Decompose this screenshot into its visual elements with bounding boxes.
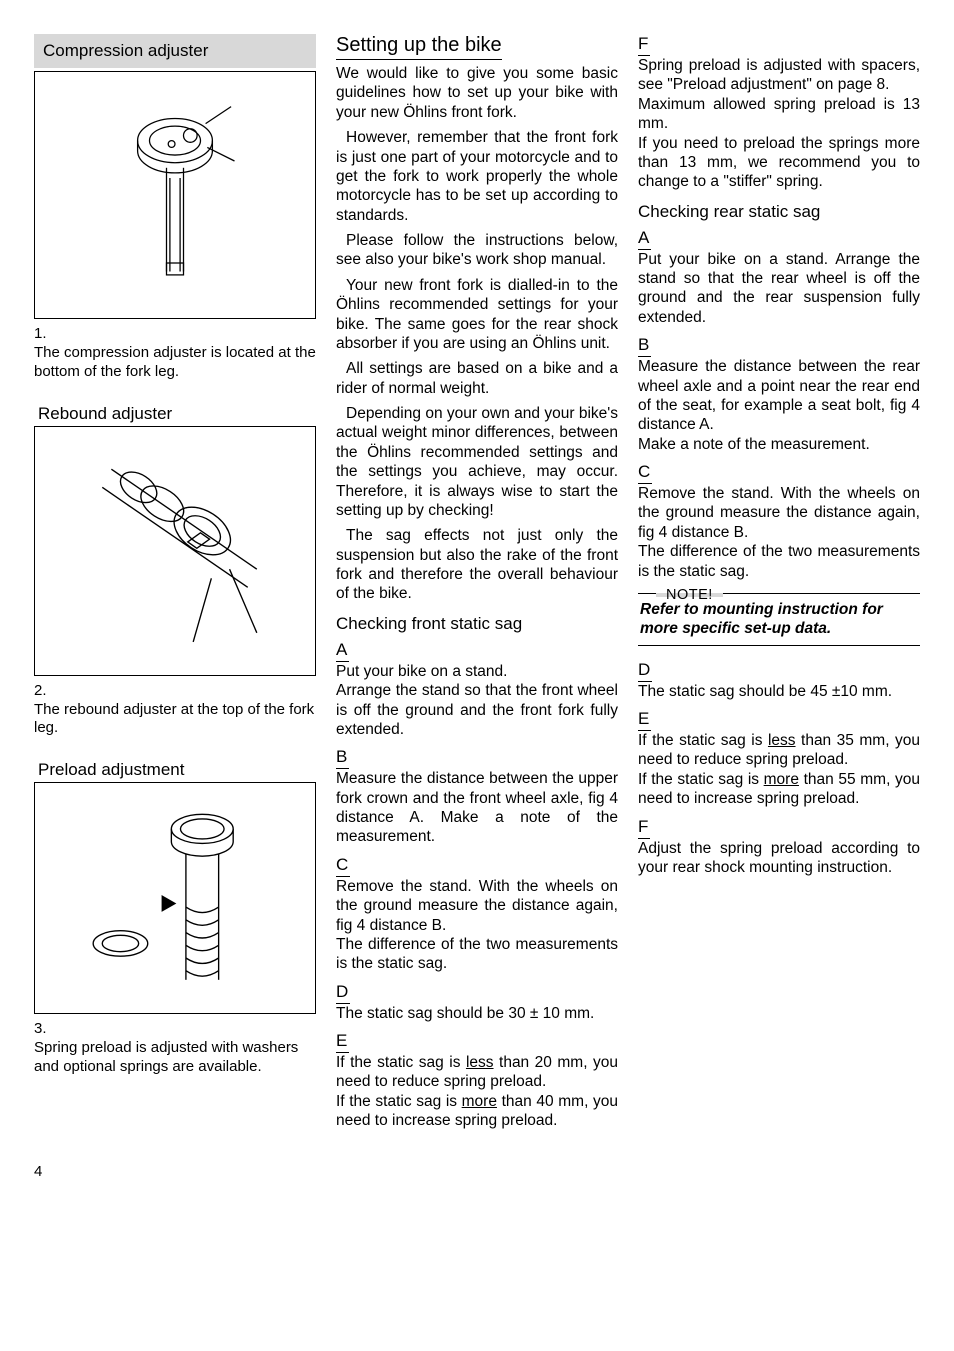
mid-p7-text: The sag effects not just only the suspen… [336, 527, 618, 602]
mid-p3: Please follow the instructions below, se… [336, 231, 618, 270]
rear-c-text2: The difference of the two measurements i… [638, 542, 920, 581]
rear-step-f: F [638, 817, 650, 839]
front-e-1a: If the static sag is [336, 1054, 466, 1071]
note-label: NOTE! [656, 593, 723, 597]
front-a-text1: Put your bike on a stand. [336, 662, 618, 681]
fig2-title: Rebound adjuster [34, 400, 316, 426]
rear-step-c: C [638, 462, 652, 484]
rear-f-text: Adjust the spring preload according to y… [638, 839, 920, 878]
front-step-e: E [336, 1031, 349, 1053]
compression-adjuster-icon [90, 75, 260, 315]
rear-e-2b: more [764, 771, 799, 788]
page-number: 4 [34, 1163, 920, 1180]
rear-d-text: The static sag should be 45 ±10 mm. [638, 682, 920, 701]
rear-step-d: D [638, 660, 652, 682]
rear-step-a: A [638, 228, 651, 250]
front-d-text: The static sag should be 30 ± 10 mm. [336, 1004, 618, 1023]
front-e-2a: If the static sag is [336, 1093, 462, 1110]
rear-a-text: Put your bike on a stand. Arrange the st… [638, 250, 920, 328]
fig3-illustration [34, 782, 316, 1014]
fig3-num: 3. [34, 1020, 316, 1037]
mid-p5: All settings are based on a bike and a r… [336, 359, 618, 398]
front-step-d: D [336, 982, 350, 1004]
mid-p7: The sag effects not just only the suspen… [336, 526, 618, 604]
mid-p5-text: All settings are based on a bike and a r… [336, 360, 618, 396]
mid-p4-text: Your new front fork is dialled-in to the… [336, 277, 618, 352]
rear-step-e: E [638, 709, 651, 731]
front-step-b: B [336, 747, 349, 769]
page: Compression adjuster 1. The c [34, 34, 920, 1137]
right-column: F Spring preload is adjusted with spacer… [638, 34, 920, 1137]
front-f-text3: If you need to preload the springs more … [638, 134, 920, 192]
rear-step-b: B [638, 335, 651, 357]
fig2-num: 2. [34, 682, 316, 699]
front-f-text2: Maximum allowed spring preload is 13 mm. [638, 95, 920, 134]
front-b-text: Measure the distance between the upper f… [336, 769, 618, 847]
rebound-adjuster-icon [75, 431, 275, 671]
mid-p6-text: Depending on your own and your bike's ac… [336, 405, 618, 519]
front-step-a: A [336, 640, 349, 662]
front-e-text1: If the static sag is less than 20 mm, yo… [336, 1053, 618, 1092]
mid-p2-text: However, remember that the front fork is… [336, 129, 618, 224]
front-e-2b: more [462, 1093, 497, 1110]
preload-adjustment-icon [75, 788, 275, 1008]
front-f-text1: Spring preload is adjusted with spacers,… [638, 56, 920, 95]
fig3-title: Preload adjustment [34, 756, 316, 782]
mid-p2: However, remember that the front fork is… [336, 128, 618, 225]
left-column: Compression adjuster 1. The c [34, 34, 316, 1137]
rear-c-text1: Remove the stand. With the wheels on the… [638, 484, 920, 542]
setting-up-heading: Setting up the bike [336, 34, 502, 60]
front-e-text2: If the static sag is more than 40 mm, yo… [336, 1092, 618, 1131]
fig2-caption: The rebound adjuster at the top of the f… [34, 701, 316, 739]
rear-e-1b: less [768, 732, 796, 749]
rear-e-text2: If the static sag is more than 55 mm, yo… [638, 770, 920, 809]
front-a-text2: Arrange the stand so that the front whee… [336, 681, 618, 739]
note-box: NOTE! Refer to mounting instruction for … [638, 593, 920, 646]
note-body: Refer to mounting instruction for more s… [638, 598, 920, 645]
rear-e-text1: If the static sag is less than 35 mm, yo… [638, 731, 920, 770]
fig1-illustration [34, 71, 316, 319]
fig1-title: Compression adjuster [34, 34, 316, 68]
fig3-caption: Spring preload is adjusted with washers … [34, 1039, 316, 1077]
front-step-f: F [638, 34, 650, 56]
front-sag-heading: Checking front static sag [336, 614, 618, 634]
rear-b-text1: Measure the distance between the rear wh… [638, 357, 920, 435]
mid-p6: Depending on your own and your bike's ac… [336, 404, 618, 520]
middle-column: Setting up the bike We would like to giv… [336, 34, 618, 1137]
fig2-illustration [34, 426, 316, 676]
fig1-caption: The compression adjuster is located at t… [34, 344, 316, 382]
front-c-text2: The difference of the two measurements i… [336, 935, 618, 974]
mid-p1: We would like to give you some basic gui… [336, 64, 618, 122]
fig1-num: 1. [34, 325, 316, 342]
mid-p3-text: Please follow the instructions below, se… [336, 232, 618, 268]
rear-b-text2: Make a note of the measurement. [638, 435, 920, 454]
rear-e-2a: If the static sag is [638, 771, 764, 788]
front-e-1b: less [466, 1054, 494, 1071]
rear-e-1a: If the static sag is [638, 732, 768, 749]
front-step-c: C [336, 855, 350, 877]
mid-p4: Your new front fork is dialled-in to the… [336, 276, 618, 354]
rear-sag-heading: Checking rear static sag [638, 202, 920, 222]
front-c-text1: Remove the stand. With the wheels on the… [336, 877, 618, 935]
